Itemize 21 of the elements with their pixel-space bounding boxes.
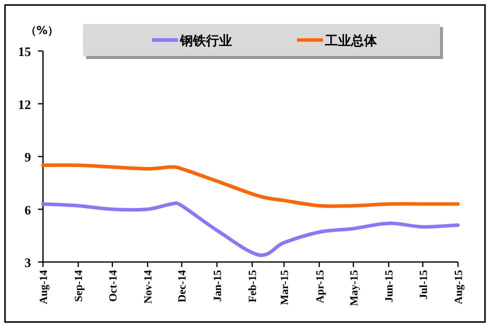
x-tick-label: Sep-14 [73,270,86,302]
y-tick-label: 3 [24,255,32,270]
x-tick-label: May-15 [348,270,360,306]
y-tick-label: 12 [18,96,31,112]
x-tick-label: Dec-14 [176,270,189,302]
x-tick-label: Mar-15 [279,270,292,306]
x-tick-label: Feb-15 [247,270,260,302]
x-tick-label: Nov-14 [142,270,155,304]
y-axis-title: （%） [25,24,59,37]
y-tick-label: 15 [18,44,32,59]
x-tick-label: Aug-15 [453,270,465,304]
legend-label: 钢铁行业 [179,34,232,49]
x-tick-label: Oct-14 [107,270,120,302]
x-tick-label: Aug-14 [38,270,50,304]
x-tick-label: Jul-15 [418,270,430,300]
x-tick-label: Apr-15 [314,270,326,304]
y-tick-label: 6 [24,202,32,218]
x-tick-label: Jan-15 [212,270,224,302]
legend-label: 工业总体 [324,33,378,49]
x-tick-label: Jun-15 [384,270,396,302]
y-tick-label: 9 [24,150,32,164]
